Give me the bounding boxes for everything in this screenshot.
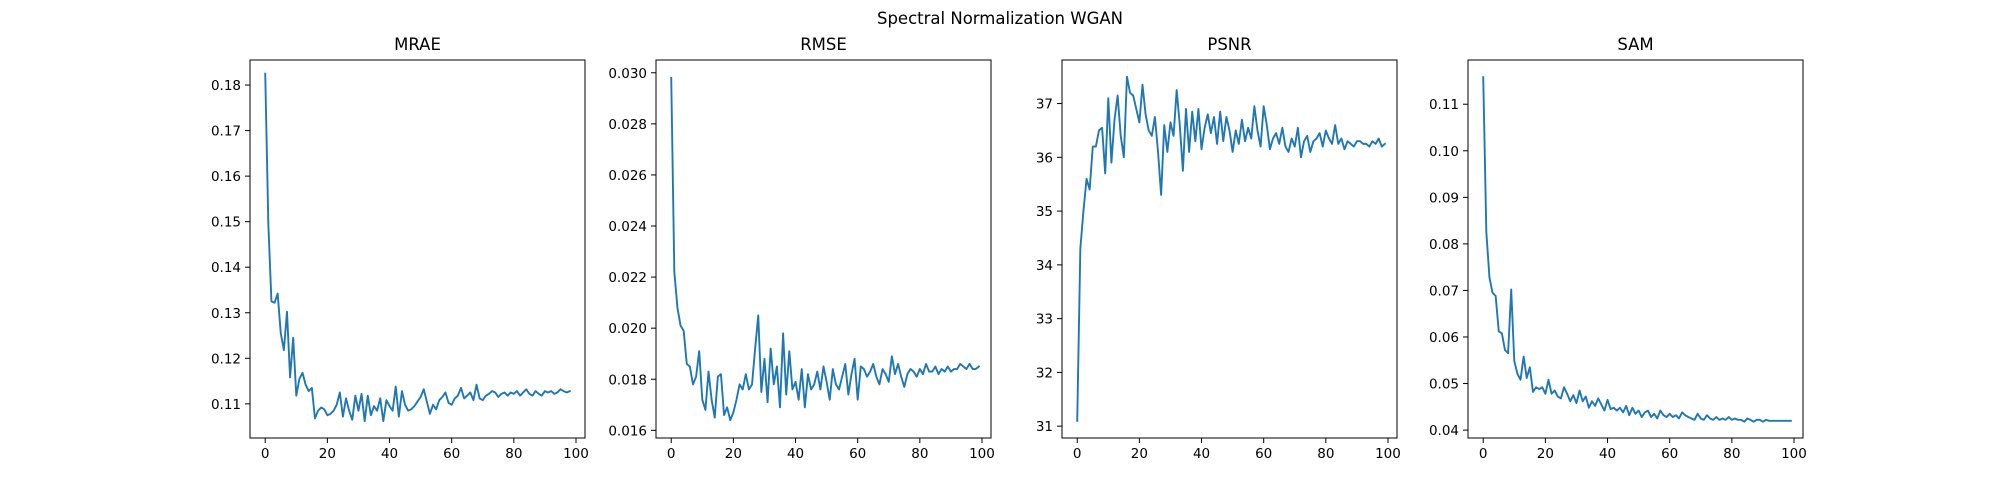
x-tick-label: 80 [911, 446, 928, 462]
x-tick-label: 100 [969, 446, 995, 462]
subplot-title: PSNR [1207, 35, 1251, 54]
y-tick-label: 33 [1036, 312, 1053, 328]
y-tick-label: 37 [1036, 97, 1053, 113]
y-tick-label: 0.14 [211, 260, 241, 276]
y-tick-label: 31 [1036, 419, 1053, 435]
y-tick-label: 0.04 [1429, 423, 1459, 439]
subplot-title: SAM [1617, 35, 1653, 54]
series-line [1076, 75, 1387, 422]
y-tick-label: 35 [1036, 204, 1053, 220]
y-tick-label: 0.024 [608, 219, 647, 235]
series-line [264, 72, 572, 423]
y-tick-label: 34 [1036, 258, 1053, 274]
x-tick-label: 0 [261, 446, 270, 462]
x-tick-label: 60 [443, 446, 460, 462]
x-tick-label: 60 [1255, 446, 1272, 462]
x-tick-label: 20 [1131, 446, 1148, 462]
y-tick-label: 0.17 [211, 124, 241, 140]
y-tick-label: 0.15 [211, 215, 241, 231]
y-tick-label: 0.16 [211, 169, 241, 185]
y-tick-label: 0.018 [608, 372, 647, 388]
y-tick-label: 0.028 [608, 117, 647, 133]
x-tick-label: 40 [381, 446, 398, 462]
subplot-grid: MRAE 0 20 40 60 80 100 0.11 0.12 0.13 0.14 0.15 0.16… [211, 35, 1807, 462]
x-tick-label: 100 [563, 446, 589, 462]
subplot-title: RMSE [800, 35, 847, 54]
y-tick-label: 0.08 [1429, 237, 1459, 253]
series-line [1482, 76, 1792, 423]
subplot-title: MRAE [394, 35, 441, 54]
plot-frame [655, 59, 992, 439]
plot-frame [249, 59, 586, 439]
x-tick-label: 80 [505, 446, 522, 462]
x-tick-label: 60 [1661, 446, 1678, 462]
figure-title: Spectral Normalization WGAN [877, 9, 1123, 28]
y-tick-label: 0.12 [211, 351, 241, 367]
y-tick-label: 36 [1036, 150, 1053, 166]
x-tick-label: 80 [1723, 446, 1740, 462]
subplot-psnr: PSNR 0 20 40 60 80 100 31 32 33 34 35 36 37 [1036, 35, 1401, 462]
x-tick-label: 40 [1193, 446, 1210, 462]
series-line [670, 76, 981, 422]
y-tick-label: 0.022 [608, 270, 647, 286]
x-tick-label: 20 [319, 446, 336, 462]
x-tick-label: 100 [1781, 446, 1807, 462]
plot-frame [1061, 59, 1398, 439]
y-tick-label: 0.07 [1429, 283, 1459, 299]
y-tick-label: 0.13 [211, 306, 241, 322]
x-tick-label: 0 [1479, 446, 1488, 462]
y-tick-label: 0.18 [211, 78, 241, 94]
y-tick-label: 0.05 [1429, 377, 1459, 393]
y-tick-label: 0.016 [608, 423, 647, 439]
plot-frame [1467, 59, 1804, 439]
y-tick-label: 0.11 [211, 397, 241, 413]
x-tick-label: 20 [725, 446, 742, 462]
y-tick-label: 0.06 [1429, 330, 1459, 346]
subplot-sam: SAM 0 20 40 60 80 100 0.04 0.05 0.06 0.07 0.08 0.09 0… [1429, 35, 1807, 462]
subplot-mrae: MRAE 0 20 40 60 80 100 0.11 0.12 0.13 0.14 0.15 0.16… [211, 35, 589, 462]
y-tick-label: 0.10 [1429, 144, 1459, 160]
x-tick-label: 0 [1073, 446, 1082, 462]
y-tick-label: 0.020 [608, 321, 647, 337]
subplot-rmse: RMSE 0 20 40 60 80 100 0.016 0.018 0.020 0.022 0.02… [608, 35, 995, 462]
x-tick-label: 40 [787, 446, 804, 462]
y-tick-label: 32 [1036, 365, 1053, 381]
y-tick-label: 0.026 [608, 168, 647, 184]
y-tick-label: 0.11 [1429, 97, 1459, 113]
x-tick-label: 40 [1599, 446, 1616, 462]
x-tick-label: 100 [1375, 446, 1401, 462]
y-tick-label: 0.030 [608, 66, 647, 82]
x-tick-label: 0 [667, 446, 676, 462]
x-tick-label: 60 [849, 446, 866, 462]
y-tick-label: 0.09 [1429, 190, 1459, 206]
x-tick-label: 20 [1537, 446, 1554, 462]
x-tick-label: 80 [1317, 446, 1334, 462]
